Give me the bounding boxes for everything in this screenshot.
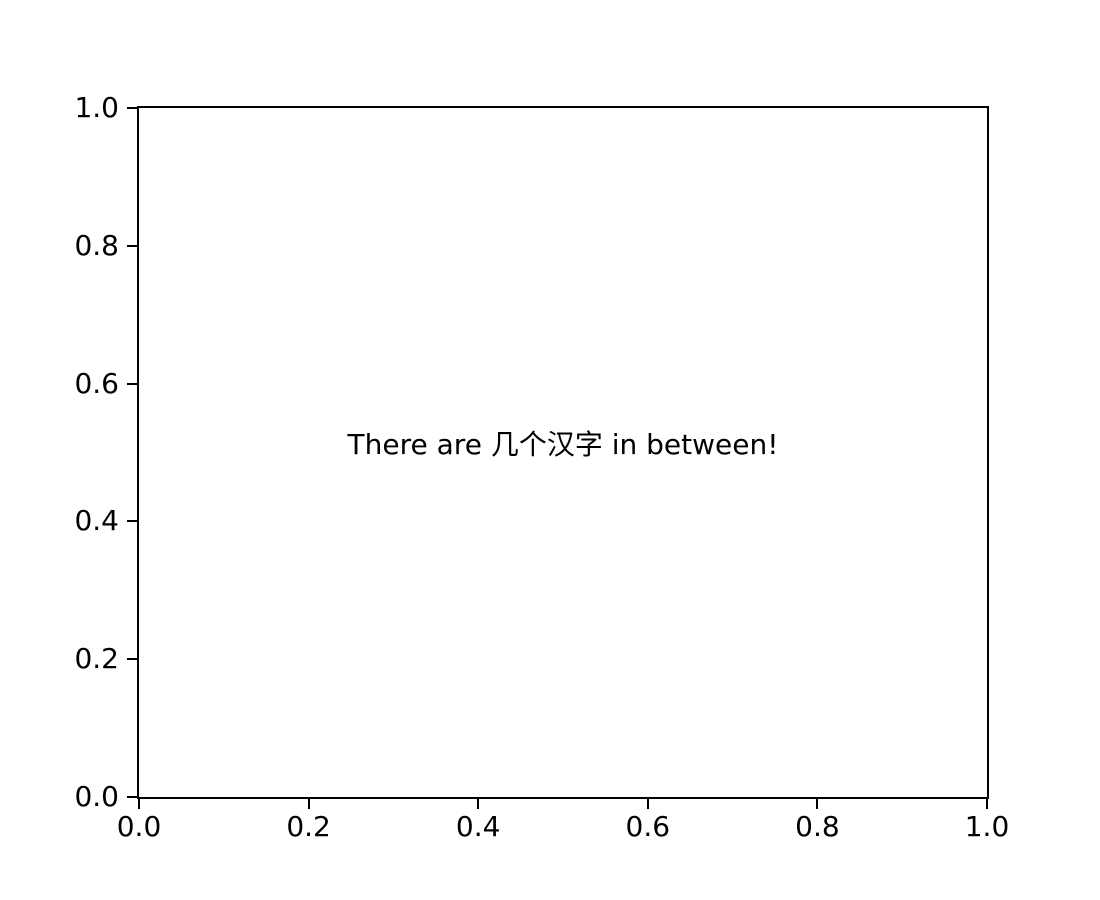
x-tick-mark: [307, 799, 310, 809]
x-tick-mark: [646, 799, 649, 809]
y-tick-mark: [127, 520, 137, 523]
x-tick-label: 1.0: [964, 810, 1010, 843]
y-tick-mark: [127, 796, 137, 798]
x-tick-label: 0.2: [286, 810, 331, 843]
x-tick-mark: [138, 799, 140, 809]
x-tick-mark: [477, 799, 480, 809]
y-tick-label: 0.8: [74, 228, 119, 262]
x-tick-label: 0.0: [116, 810, 162, 843]
y-tick-label: 0.0: [74, 780, 119, 813]
y-tick-mark: [127, 107, 137, 109]
y-tick-label: 0.4: [74, 504, 119, 538]
plot-area: 0.0 0.2 0.4 0.6 0.8 1.0 1.0 0.8 0.6 0.4 …: [74, 94, 1009, 841]
x-tick-label: 0.4: [455, 810, 501, 843]
y-tick-label: 0.6: [74, 366, 119, 400]
x-tick-mark: [816, 799, 819, 809]
y-tick-label: 1.0: [74, 91, 119, 124]
y-tick-mark: [127, 658, 137, 661]
y-tick-label: 0.2: [74, 642, 119, 676]
y-tick-mark: [127, 244, 137, 247]
x-tick-label: 0.6: [625, 810, 671, 843]
y-tick-mark: [127, 382, 137, 385]
x-tick-mark: [986, 799, 988, 809]
plot-annotation-text: There are 几个汉字 in between!: [347, 428, 779, 462]
x-tick-label: 0.8: [795, 810, 840, 843]
